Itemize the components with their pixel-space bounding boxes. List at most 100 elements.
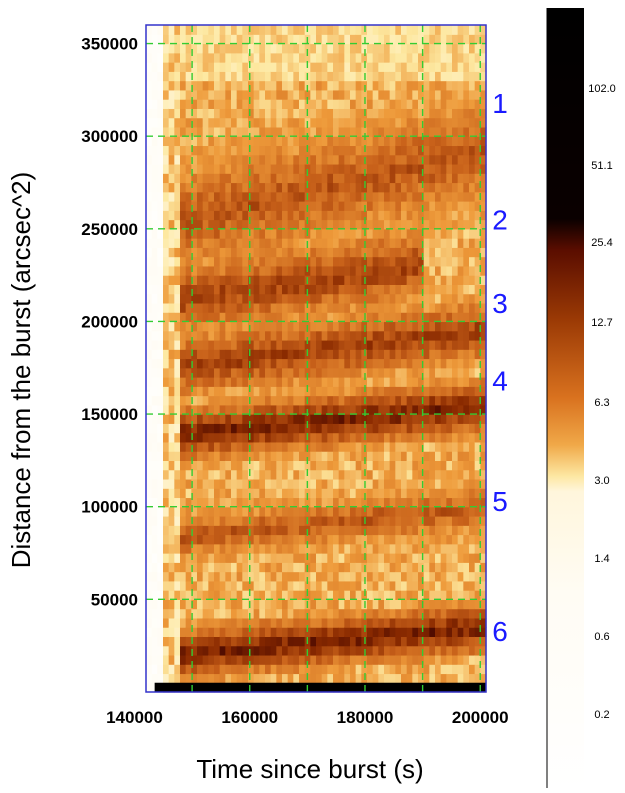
heatmap-cell — [231, 210, 238, 221]
heatmap-cell — [406, 627, 413, 638]
heatmap-cell — [452, 256, 459, 267]
heatmap-cell — [389, 562, 396, 573]
heatmap-cell — [344, 562, 351, 573]
heatmap-cell — [253, 358, 260, 369]
heatmap-cell — [242, 265, 249, 276]
heatmap-cell — [180, 534, 187, 545]
heatmap-cell — [463, 664, 470, 675]
heatmap-cell — [208, 256, 215, 267]
heatmap-cell — [185, 136, 192, 147]
heatmap-cell — [384, 506, 391, 517]
heatmap-cell — [276, 571, 283, 582]
heatmap-cell — [389, 256, 396, 267]
heatmap-cell — [418, 395, 425, 406]
heatmap-cell — [401, 228, 408, 239]
heatmap-cell — [321, 488, 328, 499]
heatmap-cell — [378, 126, 385, 137]
heatmap-cell — [333, 238, 340, 248]
heatmap-cell — [202, 34, 209, 45]
heatmap-cell — [197, 321, 204, 332]
heatmap-cell — [316, 163, 323, 174]
heatmap-cell — [333, 580, 340, 591]
heatmap-cell — [469, 469, 476, 480]
heatmap-cell — [384, 247, 391, 258]
heatmap-cell — [344, 201, 351, 211]
heatmap-cell — [474, 553, 481, 563]
heatmap-cell — [180, 423, 187, 434]
heatmap-cell — [282, 117, 289, 128]
heatmap-cell — [435, 478, 442, 489]
heatmap-cell — [372, 423, 379, 434]
heatmap-cell — [231, 256, 238, 267]
heatmap-cell — [231, 451, 238, 461]
heatmap-cell — [452, 339, 459, 350]
heatmap-cell — [163, 163, 170, 174]
heatmap-cell — [146, 423, 153, 434]
heatmap-cell — [214, 423, 221, 434]
heatmap-cell — [372, 645, 379, 656]
heatmap-cell — [151, 201, 158, 211]
heatmap-cell — [157, 654, 164, 665]
heatmap-cell — [197, 154, 204, 165]
heatmap-cell — [418, 62, 425, 72]
heatmap-cell — [168, 219, 175, 230]
heatmap-cell — [293, 599, 300, 610]
heatmap-cell — [401, 469, 408, 480]
heatmap-cell — [423, 80, 430, 91]
heatmap-cell — [174, 432, 181, 443]
heatmap-cell — [440, 89, 447, 100]
heatmap-cell — [276, 506, 283, 517]
heatmap-cell — [242, 497, 249, 508]
heatmap-cell — [395, 636, 402, 647]
heatmap-cell — [446, 414, 453, 424]
heatmap-cell — [191, 645, 198, 656]
heatmap-cell — [463, 636, 470, 647]
heatmap-cell — [344, 191, 351, 202]
heatmap-cell — [344, 302, 351, 313]
heatmap-cell — [287, 580, 294, 591]
heatmap-cell — [276, 89, 283, 100]
heatmap-cell — [463, 386, 470, 397]
heatmap-cell — [248, 321, 255, 332]
heatmap-cell — [418, 25, 425, 35]
heatmap-cell — [480, 534, 487, 545]
heatmap-cell — [202, 117, 209, 128]
heatmap-cell — [446, 441, 453, 452]
heatmap-cell — [401, 460, 408, 471]
heatmap-cell — [372, 562, 379, 573]
heatmap-cell — [214, 219, 221, 230]
heatmap-cell — [225, 25, 232, 35]
heatmap-cell — [276, 191, 283, 202]
heatmap-cell — [344, 330, 351, 341]
heatmap-cell — [418, 201, 425, 211]
heatmap-cell — [361, 534, 368, 545]
heatmap-cell — [259, 339, 266, 350]
heatmap-cell — [406, 673, 413, 684]
heatmap-cell — [440, 627, 447, 638]
heatmap-cell — [253, 89, 260, 100]
heatmap-cell — [157, 386, 164, 397]
heatmap-cell — [168, 636, 175, 647]
heatmap-cell — [259, 71, 266, 82]
colorbar: 102.051.125.412.76.33.01.40.60.2 — [546, 8, 616, 788]
heatmap-cell — [395, 432, 402, 443]
heatmap-cell — [389, 617, 396, 628]
heatmap-cell — [225, 71, 232, 82]
heatmap-cell — [265, 293, 272, 304]
heatmap-cell — [384, 488, 391, 499]
heatmap-cell — [480, 210, 487, 221]
heatmap-cell — [163, 173, 170, 184]
heatmap-cell — [418, 617, 425, 628]
heatmap-cell — [174, 590, 181, 600]
heatmap-cell — [412, 108, 419, 119]
heatmap-cell — [151, 562, 158, 573]
heatmap-cell — [474, 590, 481, 600]
heatmap-cell — [276, 339, 283, 350]
heatmap-cell — [350, 515, 357, 526]
heatmap-cell — [469, 228, 476, 239]
heatmap-cell — [197, 451, 204, 461]
heatmap-cell — [446, 339, 453, 350]
heatmap-cell — [214, 414, 221, 424]
heatmap-cell — [231, 358, 238, 369]
